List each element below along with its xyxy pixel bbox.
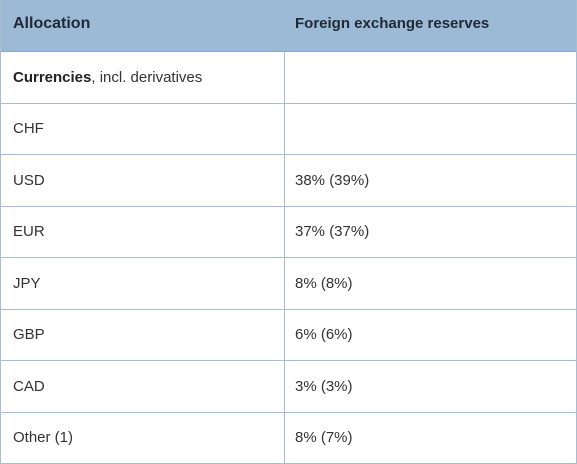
table-row-currencies: Currencies, incl. derivatives — [1, 52, 576, 104]
currencies-label-bold: Currencies — [13, 68, 92, 86]
row-value: 8% (7%) — [295, 429, 353, 447]
currencies-label-rest: , incl. derivatives — [91, 68, 203, 86]
row-label: EUR — [1, 206, 285, 257]
row-label: JPY — [1, 258, 285, 309]
row-label: USD — [1, 155, 285, 206]
table-row: CHF — [1, 103, 576, 155]
row-label: Other (1) — [1, 412, 285, 463]
table-row: EUR 37% (37%) — [1, 206, 576, 258]
row-value — [285, 104, 576, 155]
row-value: 3% (3%) — [295, 377, 353, 395]
table-header-row: Allocation Foreign exchange reserves — [1, 0, 576, 52]
table-row: GBP 6% (6%) — [1, 309, 576, 361]
row-label: GBP — [1, 309, 285, 360]
table-row: CAD 3% (3%) — [1, 361, 576, 413]
table-row: USD 38% (39%) — [1, 155, 576, 207]
row-value: 8% (8%) — [295, 274, 353, 292]
table-row: Other (1) 8% (7%) — [1, 412, 576, 464]
header-allocation: Allocation — [1, 0, 285, 51]
row-label: CAD — [1, 361, 285, 412]
row-value: 38% (39%) — [295, 171, 370, 189]
currencies-label: Currencies, incl. derivatives — [1, 52, 285, 103]
table-row: JPY 8% (8%) — [1, 258, 576, 310]
currencies-value — [285, 52, 576, 103]
row-value: 6% (6%) — [295, 326, 353, 344]
row-value: 37% (37%) — [295, 223, 370, 241]
row-label: CHF — [1, 103, 285, 154]
header-foreign-exchange-reserves: Foreign exchange reserves — [295, 15, 490, 32]
